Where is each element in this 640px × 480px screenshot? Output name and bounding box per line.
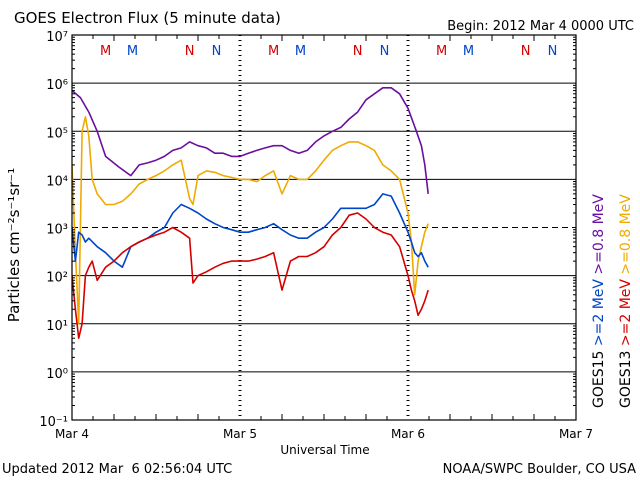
marker-label: N bbox=[521, 44, 531, 59]
legend-entry: >=0.8 MeV bbox=[591, 194, 607, 275]
marker-label: N bbox=[548, 44, 558, 59]
y-tick-label: 10⁵ bbox=[46, 126, 68, 141]
y-tick-label: 10⁴ bbox=[46, 174, 68, 189]
series-line-goes15-0-8-mev bbox=[72, 87, 429, 194]
series-layer bbox=[72, 87, 429, 340]
x-axis-label: Universal Time bbox=[280, 443, 369, 457]
marker-label: N bbox=[380, 44, 390, 59]
plot-frame bbox=[71, 34, 577, 421]
legend-column: GOES15 >=2 MeV >=0.8 MeV bbox=[591, 194, 607, 408]
legend-entry: >=2 MeV bbox=[618, 279, 634, 347]
marker-label: M bbox=[268, 44, 279, 59]
y-tick-label: 10⁰ bbox=[46, 367, 68, 382]
x-tick-label: Mar 6 bbox=[391, 427, 425, 441]
y-tick-label: 10³ bbox=[46, 223, 68, 238]
marker-label: M bbox=[100, 44, 111, 59]
marker-label: M bbox=[295, 44, 306, 59]
x-tick-label: Mar 5 bbox=[223, 427, 257, 441]
x-tick-label: Mar 7 bbox=[559, 427, 593, 441]
credit-text: NOAA/SWPC Boulder, CO USA bbox=[443, 462, 636, 477]
legend-entry: >=0.8 MeV bbox=[618, 194, 634, 275]
updated-timestamp: Updated 2012 Mar 6 02:56:04 UTC bbox=[2, 462, 232, 477]
legend-entry: >=2 MeV bbox=[591, 279, 607, 347]
y-axis-label: Particles cm⁻²s⁻¹sr⁻¹ bbox=[5, 168, 23, 322]
series-line-goes13-2-mev bbox=[72, 212, 429, 340]
y-tick-label: 10⁶ bbox=[46, 78, 68, 93]
marker-label: M bbox=[436, 44, 447, 59]
chart-title: GOES Electron Flux (5 minute data) bbox=[14, 9, 281, 27]
y-tick-label: 10⁻¹ bbox=[39, 415, 68, 430]
begin-label: Begin: 2012 Mar 4 0000 UTC bbox=[447, 19, 634, 34]
y-tick-label: 10⁷ bbox=[46, 30, 68, 45]
series-line-goes15-2-mev bbox=[72, 193, 429, 269]
y-tick-label: 10¹ bbox=[46, 319, 68, 334]
x-tick-label: Mar 4 bbox=[55, 427, 89, 441]
marker-label: M bbox=[127, 44, 138, 59]
legend-column: GOES13 >=2 MeV >=0.8 MeV bbox=[618, 194, 634, 408]
series-line-goes13-0-8-mev bbox=[72, 116, 429, 325]
legend-entry: GOES15 bbox=[591, 351, 607, 408]
marker-label: N bbox=[353, 44, 363, 59]
marker-label: N bbox=[185, 44, 195, 59]
legend-entry: GOES13 bbox=[618, 351, 634, 408]
grid-layer bbox=[72, 35, 576, 420]
marker-label: N bbox=[212, 44, 222, 59]
marker-label: M bbox=[463, 44, 474, 59]
y-tick-label: 10² bbox=[46, 271, 68, 286]
